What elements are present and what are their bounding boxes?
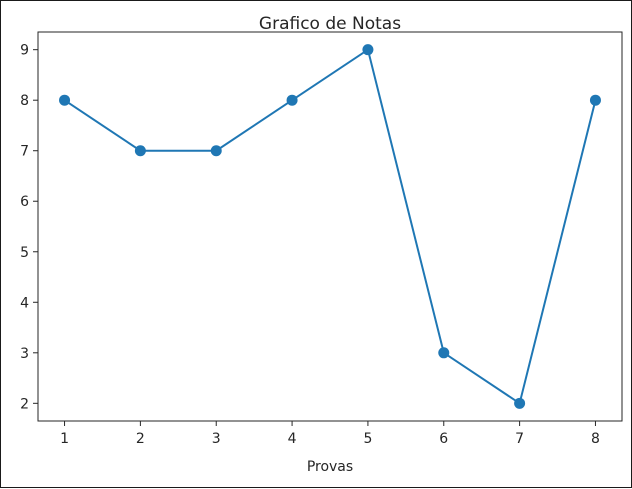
- x-axis-label: Provas: [307, 459, 353, 475]
- y-tick-label: 5: [20, 245, 29, 261]
- data-point: [286, 94, 298, 106]
- y-axis: 2 3 4 5 6 7 8 9: [20, 43, 38, 412]
- y-tick-label: 6: [20, 194, 29, 210]
- series-line: [63, 48, 597, 405]
- data-point: [362, 44, 374, 56]
- data-point: [210, 145, 222, 157]
- x-tick-label: 6: [439, 431, 448, 447]
- x-tick-label: 8: [591, 431, 600, 447]
- y-tick-label: 3: [20, 346, 29, 362]
- data-points: [59, 44, 601, 409]
- x-tick-label: 5: [363, 431, 372, 447]
- x-axis: 1 2 3 4 5 6 7 8: [60, 421, 600, 447]
- y-tick-label: 2: [20, 396, 29, 412]
- data-point: [438, 347, 450, 359]
- data-point: [134, 145, 146, 157]
- x-tick-label: 2: [136, 431, 145, 447]
- data-point: [514, 397, 526, 409]
- y-tick-label: 7: [20, 144, 29, 160]
- data-point: [589, 94, 601, 106]
- x-tick-label: 7: [515, 431, 524, 447]
- chart-title: Grafico de Notas: [259, 14, 401, 34]
- x-tick-label: 3: [212, 431, 221, 447]
- plot-area: [37, 31, 623, 422]
- y-tick-label: 9: [20, 43, 29, 59]
- y-tick-label: 4: [20, 295, 29, 311]
- data-point: [59, 94, 71, 106]
- x-tick-label: 1: [60, 431, 69, 447]
- y-tick-label: 8: [20, 93, 29, 109]
- x-tick-label: 4: [288, 431, 297, 447]
